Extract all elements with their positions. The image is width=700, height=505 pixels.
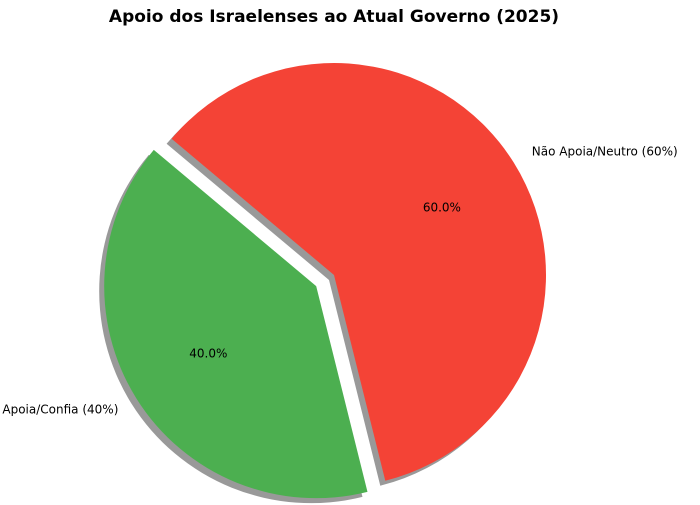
pie-slice-1 — [171, 62, 547, 481]
pie-category-label: Não Apoia/Neutro (60%) — [532, 144, 678, 158]
pie-category-label: Apoia/Confia (40%) — [2, 403, 118, 417]
chart-title: Apoio dos Israelenses ao Atual Governo (… — [108, 7, 560, 27]
pie-percent-label: 40.0% — [189, 347, 227, 361]
pie-percent-label: 60.0% — [423, 201, 461, 215]
pie-slice-0 — [104, 149, 368, 499]
